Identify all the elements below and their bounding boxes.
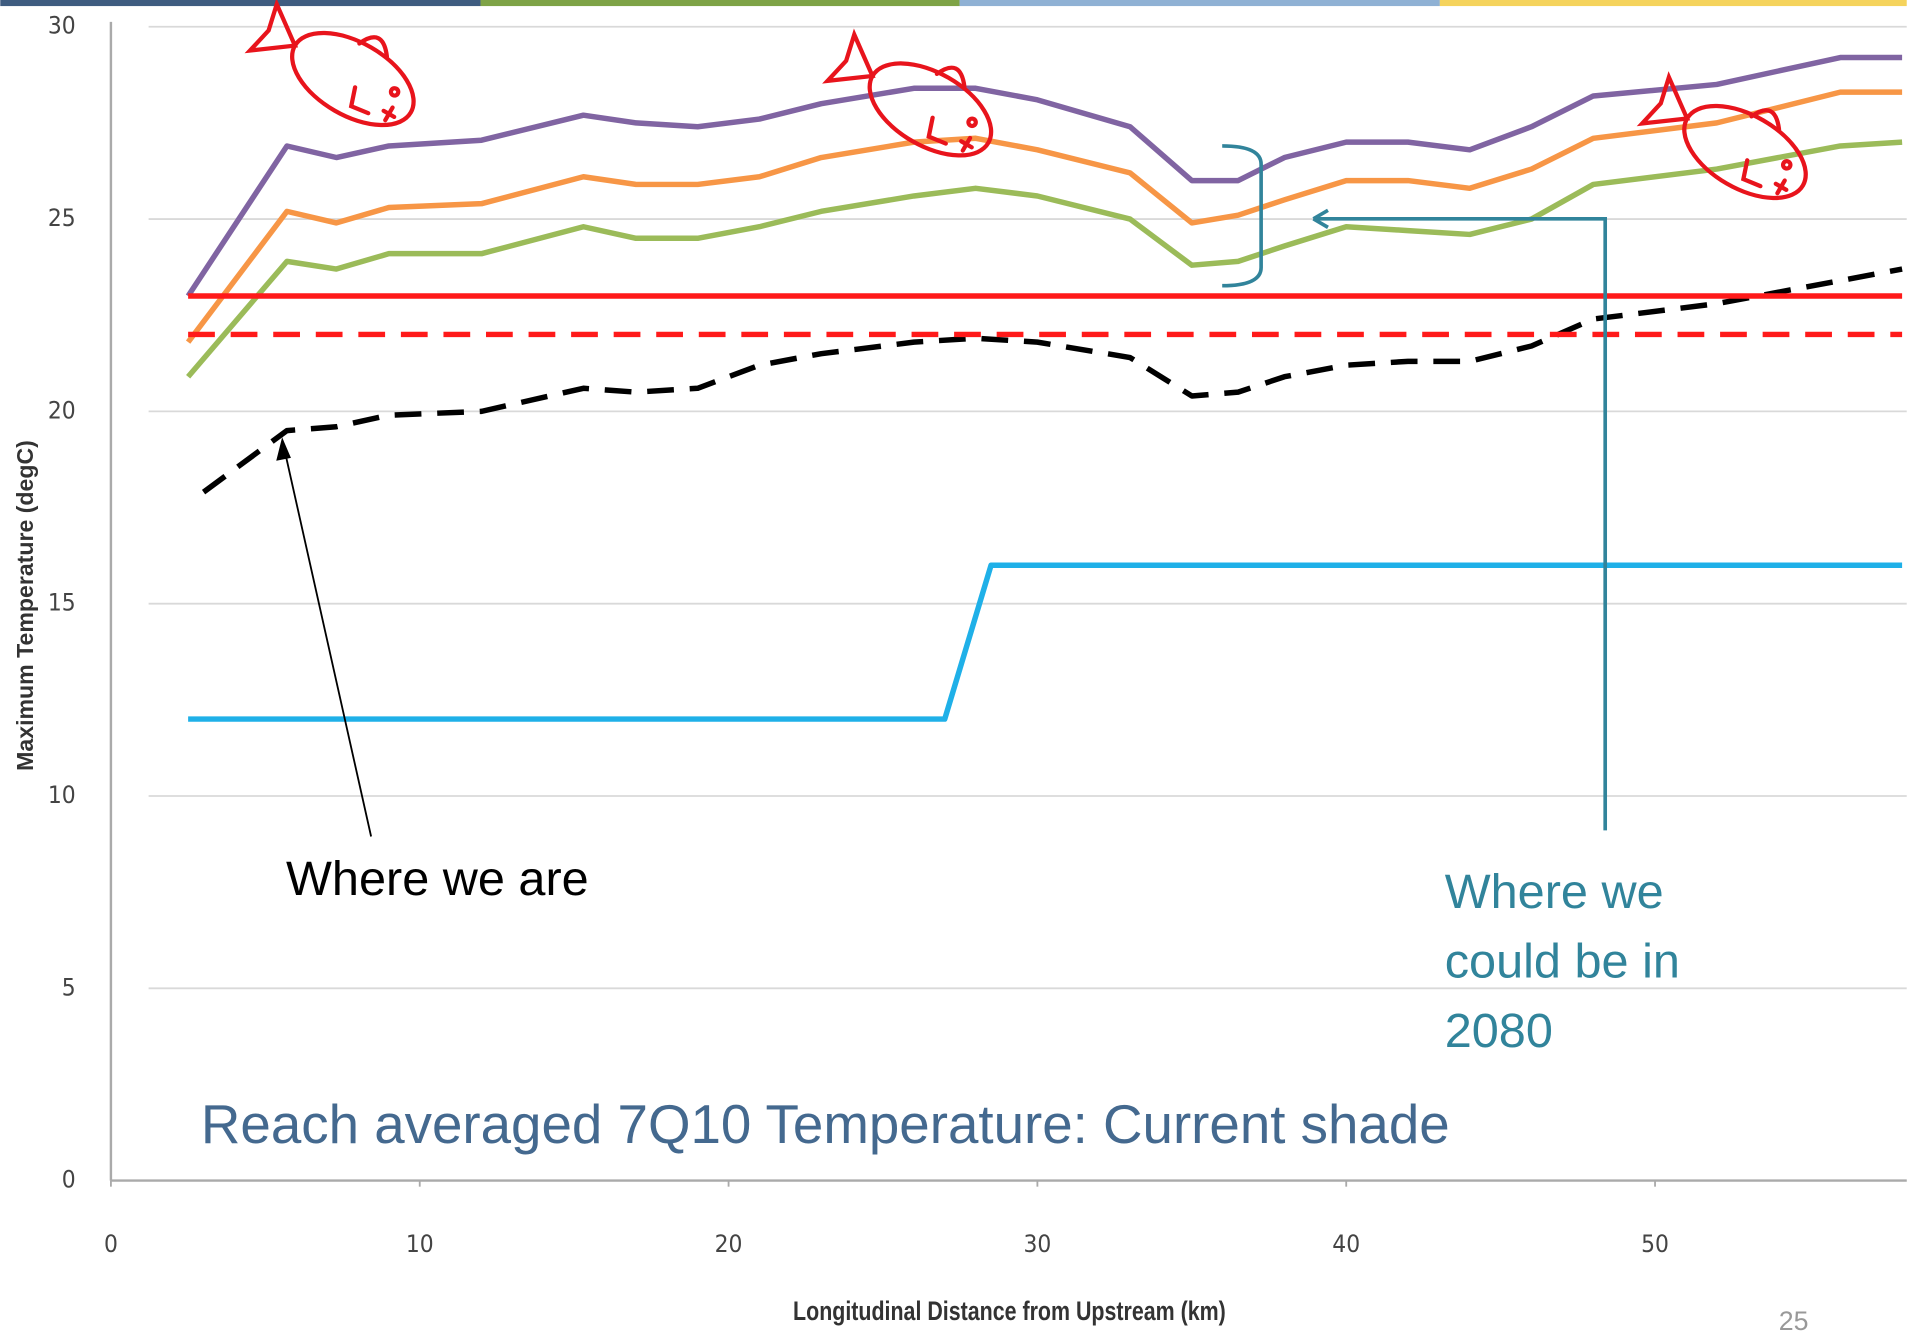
y-tick-label: 30 [48,11,76,40]
chart-title: Reach averaged 7Q10 Temperature: Current… [201,1093,1450,1155]
fish [245,0,435,144]
x-tick-label: 40 [1332,1229,1360,1258]
y-axis-label: Maximum Temperature (degC) [12,440,38,771]
annotation-box: Where we could be in 2080 [1445,858,1773,1077]
page: 0 5 10 15 20 25 30 0 10 20 30 40 50 Where we are Whe… [0,0,1907,1335]
x-tick-label: 30 [1023,1229,1051,1258]
line [188,92,1902,342]
line [188,565,1902,719]
x-axis-label: Longitudinal Distance from Upstream (km) [793,1297,1226,1327]
y-tick-label: 25 [48,203,76,232]
lines [188,58,1902,720]
x-tick-label: 50 [1641,1229,1669,1258]
y-tick-label: 5 [62,972,76,1001]
page-number: 25 [1779,1306,1809,1335]
y-tick-label: 20 [48,395,76,424]
x-tick-label: 0 [104,1229,118,1258]
x-tick-label: 10 [406,1229,434,1258]
x-tick-label: 20 [715,1229,743,1258]
dashed-line [204,269,1903,492]
pointer-arrow [277,440,371,836]
annotation: Where we are [286,845,602,914]
annotation: Where we could be in 2080 [1445,858,1773,1066]
y-tick-label: 15 [48,588,76,617]
y-tick-label: 0 [62,1165,76,1194]
annotation-box: Where we are [286,845,602,1003]
y-tick-label: 10 [48,780,76,809]
chart: 0 5 10 15 20 25 30 0 10 20 30 40 50 Where we are Whe… [0,0,1907,1335]
top-strip [0,0,1906,6]
